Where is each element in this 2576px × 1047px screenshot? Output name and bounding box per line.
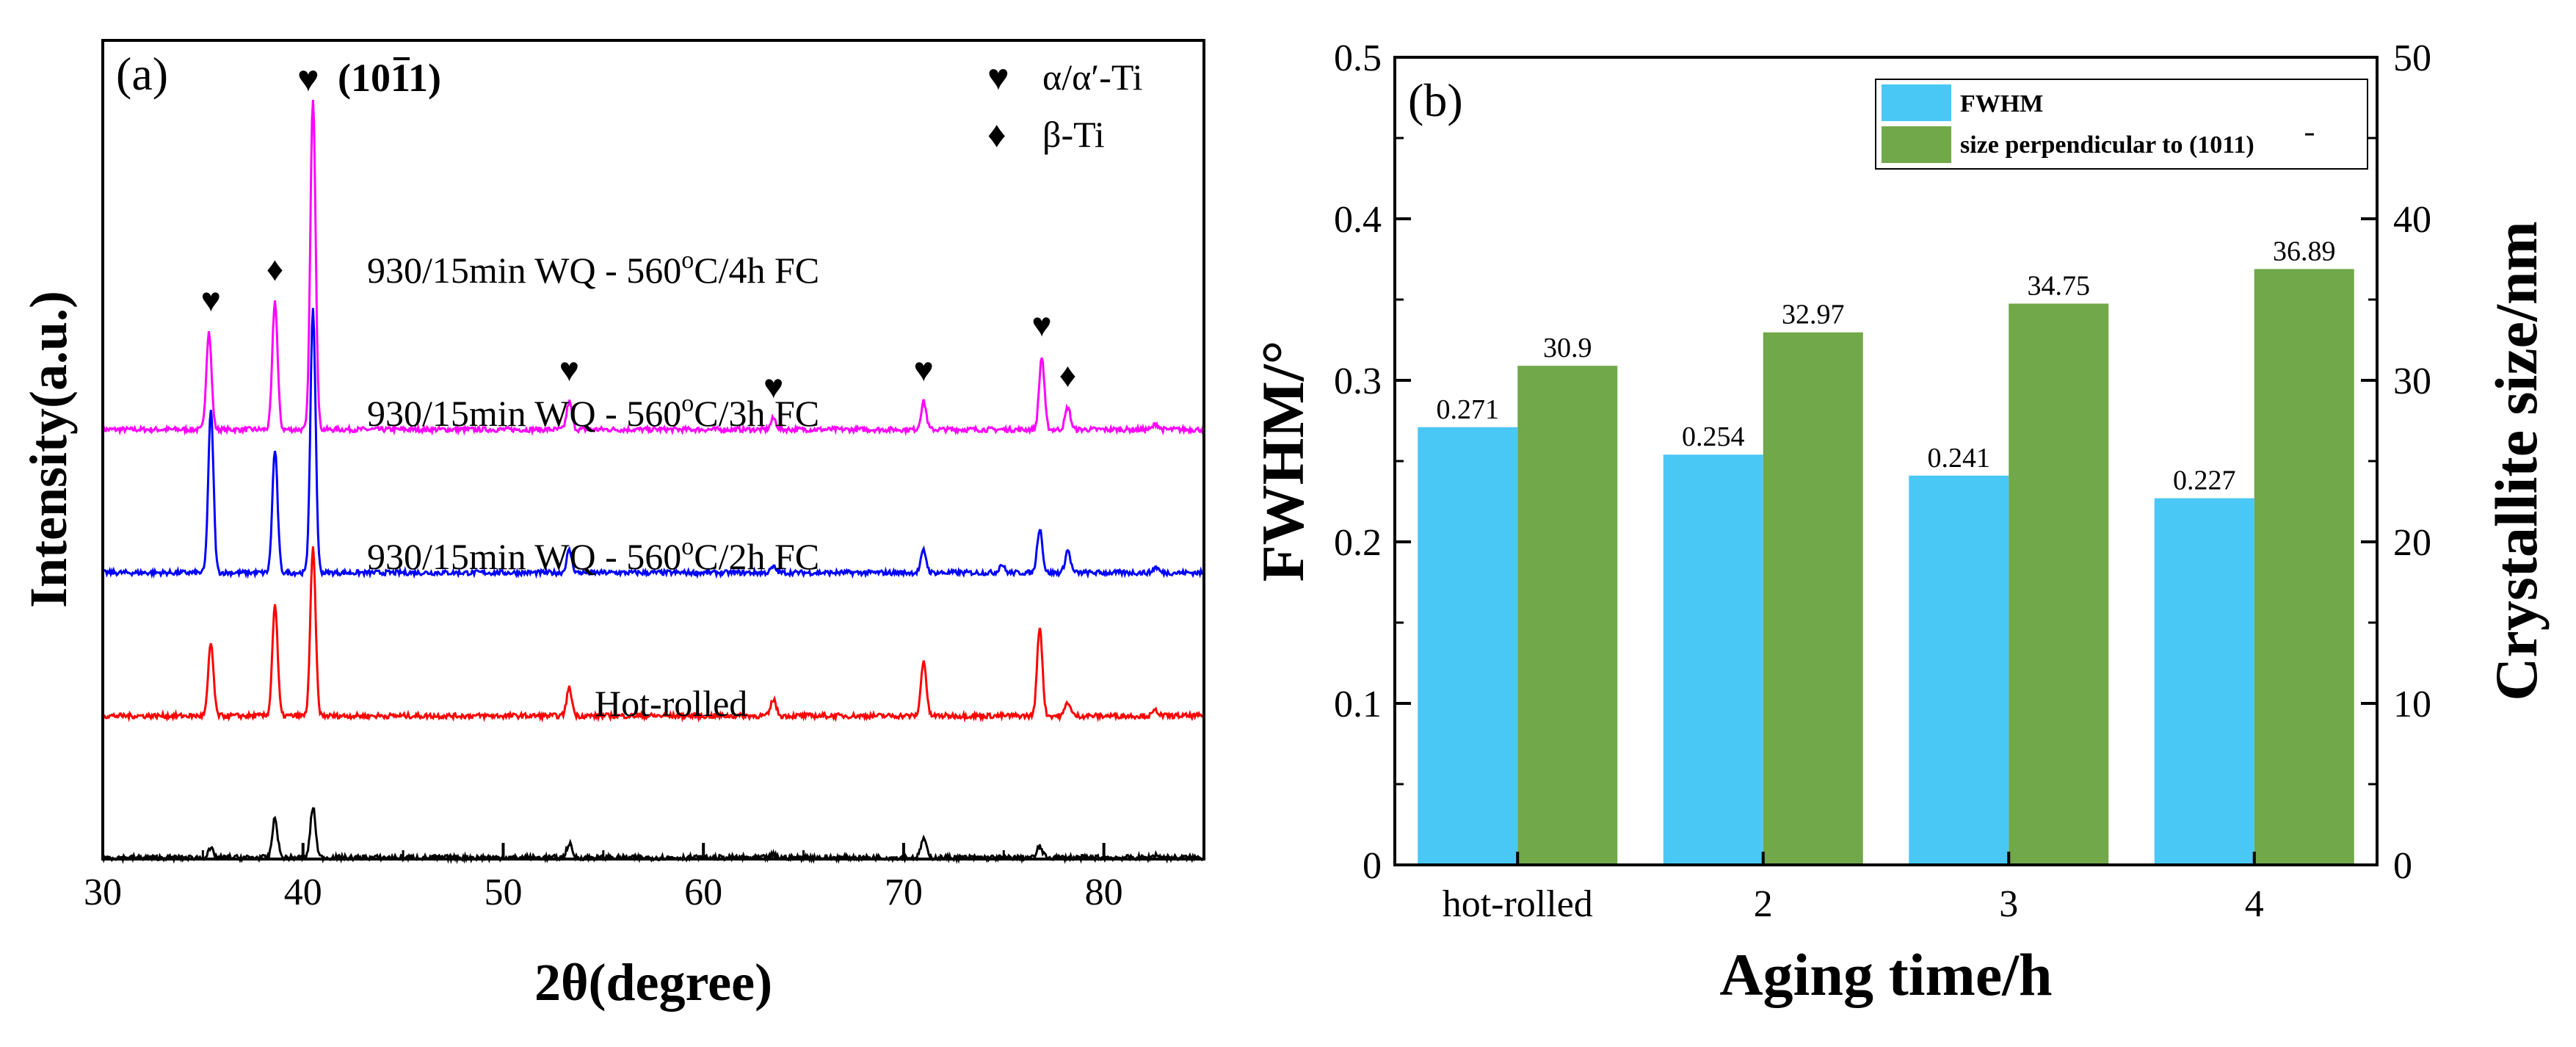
y-tick-label: 0.4 (1334, 199, 1382, 241)
legend-fwhm-swatch (1882, 84, 1951, 121)
crystallite-size-bar (2009, 303, 2109, 865)
xrd-series-line (101, 308, 1205, 579)
peak-index-label: (1011) (338, 56, 441, 100)
xrd-plot-frame (101, 39, 1205, 861)
xrd-series-line (101, 807, 1205, 864)
y2-tick-label: 0 (2393, 845, 2412, 887)
x-tick-label: 50 (484, 872, 522, 913)
y-tick-label: 0.2 (1334, 522, 1382, 564)
xrd-panel: ♥♦♥ ♥ ♥♥♦ 930/15min WQ - 560oC/4h FC930/15… (19, 39, 1205, 1012)
fwhm-value-label: 0.271 (1437, 394, 1500, 425)
x-tick-label: 40 (284, 872, 322, 913)
fwhm-bar (1909, 475, 2009, 865)
y-tick-label: 0.1 (1334, 684, 1382, 725)
beta-peak-diamond-icon: ♦ (1059, 357, 1076, 394)
series-label: 930/15min WQ - 560oC/4h FC (367, 247, 819, 291)
bar-group (1418, 269, 2354, 865)
peak-marker-group: ♥♦♥ ♥ ♥♥♦ (201, 250, 1077, 405)
legend-size-swatch (1882, 126, 1951, 163)
alpha-peak-heart-icon: ♥ (201, 281, 221, 319)
x-category-label: hot-rolled (1443, 883, 1593, 925)
bar-panel: 0.27130.90.25432.970.24134.750.22736.89 … (1249, 37, 2550, 1008)
x-tick-label: 80 (1085, 872, 1123, 913)
crystallite-size-bar (1517, 366, 1618, 865)
bar-value-labels: 0.271 30.9 0.254 32.97 0.241 34.75 0.227 36.89 (1437, 236, 2336, 496)
fwhm-bar (1418, 427, 1518, 865)
beta-peak-diamond-icon: ♦ (266, 250, 283, 288)
y2-tick-label: 10 (2393, 684, 2431, 725)
series-label: 930/15min WQ - 560oC/2h FC (367, 533, 819, 577)
x-tick-label: 30 (84, 872, 122, 913)
y2-tick-label: 40 (2393, 199, 2431, 241)
series-label-part: 930/15min WQ - 560 (367, 250, 681, 291)
alpha-peak-heart-icon: ♥ (763, 368, 783, 405)
series-label-superscript: o (681, 533, 694, 560)
legend-size-label: size perpendicular to (1011) (1960, 131, 2254, 159)
x-tick-label: 60 (684, 872, 722, 913)
legend-alpha-label: α/α′-Ti (1042, 57, 1143, 98)
bar-y-axis-label: FWHM/° (1249, 341, 1316, 582)
alpha-peak-heart-icon: ♥ (559, 351, 579, 388)
series-label: 930/15min WQ - 560oC/3h FC (367, 390, 819, 434)
bar-y2-axis-label: Crystallite size/nm (2483, 221, 2550, 701)
xrd-series-group (101, 99, 1205, 864)
bar-x-ticks: hot-rolled 2 3 4 (1443, 852, 2264, 925)
xrd-series-line (102, 546, 1205, 723)
fwhm-value-label: 0.254 (1682, 421, 1745, 452)
series-label-part: C/2h FC (694, 536, 819, 577)
x-category-label: 3 (1999, 883, 2018, 925)
crystallite-size-bar (1763, 332, 1863, 865)
bar-right-ticks: 0 10 20 30 40 50 (2361, 37, 2431, 887)
series-label-part: 930/15min WQ - 560 (367, 393, 681, 434)
alpha-peak-heart-icon: ♥ (1031, 306, 1051, 344)
legend-fwhm-label: FWHM (1960, 90, 2043, 117)
xrd-x-axis-label: 2θ(degree) (534, 953, 772, 1012)
fwhm-bar (1663, 454, 1763, 865)
fwhm-value-label: 0.227 (2173, 465, 2236, 496)
xrd-x-ticks: 30 40 50 60 70 80 (84, 843, 1123, 913)
series-label-part: C/4h FC (694, 250, 819, 291)
size-value-label: 36.89 (2273, 236, 2336, 267)
x-category-label: 4 (2245, 883, 2264, 925)
legend-heart-icon: ♥ (987, 57, 1009, 98)
size-value-label: 30.9 (1543, 333, 1592, 363)
series-label-superscript: o (681, 247, 694, 274)
fwhm-bar (2154, 498, 2254, 865)
y2-tick-label: 20 (2393, 522, 2431, 564)
panel-label-a: (a) (116, 48, 168, 100)
bar-x-axis-label: Aging time/h (1719, 941, 2052, 1008)
x-tick-label: 70 (885, 872, 923, 913)
y2-tick-label: 50 (2393, 37, 2431, 79)
series-label-part: Hot-rolled (595, 683, 747, 724)
panel-label-b: (b) (1408, 74, 1463, 126)
legend-beta-label: β-Ti (1042, 114, 1105, 155)
y2-tick-label: 30 (2393, 361, 2431, 402)
size-value-label: 32.97 (1782, 300, 1845, 330)
size-value-label: 34.75 (2028, 271, 2091, 302)
bar-legend-box (1875, 79, 2368, 170)
fwhm-value-label: 0.241 (1928, 443, 1991, 474)
peak-heart-icon: ♥ (297, 58, 319, 99)
y-tick-label: 0 (1363, 845, 1382, 887)
series-label: Hot-rolled (595, 683, 747, 724)
crystallite-size-bar (2254, 269, 2354, 865)
series-label-superscript: o (681, 390, 694, 417)
legend-diamond-icon: ♦ (987, 114, 1006, 155)
xrd-series-line (101, 99, 1205, 437)
y-tick-label: 0.3 (1334, 361, 1382, 402)
bar-left-ticks: 0 0.1 0.2 0.3 0.4 0.5 (1334, 37, 1411, 887)
x-category-label: 2 (1754, 883, 1773, 925)
series-label-part: 930/15min WQ - 560 (367, 536, 681, 577)
alpha-peak-heart-icon: ♥ (914, 351, 934, 388)
xrd-y-axis-label: Intensity(a.u.) (19, 291, 78, 608)
series-label-part: C/3h FC (694, 393, 819, 434)
y-tick-label: 0.5 (1334, 37, 1382, 79)
